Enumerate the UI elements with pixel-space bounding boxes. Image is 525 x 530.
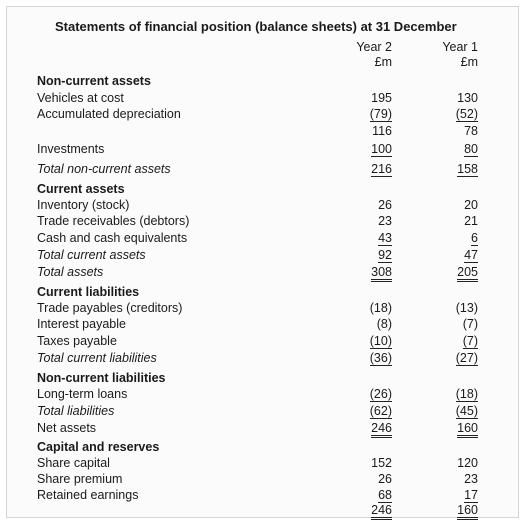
total-year2: 246: [348, 420, 392, 438]
value-year1: 130: [457, 91, 478, 105]
value-year1: 23: [464, 472, 478, 486]
table-row: Share premium 26 23: [37, 471, 518, 488]
subtotal-year1: 78: [464, 124, 478, 138]
row-label: Non-current assets: [37, 74, 151, 88]
row-label: Cash and cash equivalents: [37, 231, 188, 245]
value-year1: 17: [464, 488, 478, 503]
total-year1: (45): [455, 404, 478, 419]
table-row: Accumulated depreciation (79) (52): [37, 106, 518, 123]
row-label: Vehicles at cost: [37, 91, 124, 105]
row-label: Investments: [37, 142, 105, 156]
row-label: Share premium: [37, 472, 123, 486]
value-year1: 21: [464, 214, 478, 228]
total-year2: 246: [348, 502, 392, 520]
table-row: Total assets 308 205: [37, 264, 518, 282]
table-row: Net assets 246 160: [37, 420, 518, 438]
row-label: Taxes payable: [37, 334, 117, 348]
row-label: Trade receivables (debtors): [37, 214, 190, 228]
value-year2: 43: [378, 231, 392, 246]
row-label: Total current assets: [37, 248, 146, 262]
table-row: Share capital 152 120: [37, 455, 518, 472]
row-label: Share capital: [37, 456, 110, 470]
section-heading: Non-current liabilities: [37, 370, 518, 387]
value-year2: 26: [378, 198, 392, 212]
value-year1: 20: [464, 198, 478, 212]
column-unit-year2: £m: [374, 55, 392, 69]
row-label: Long-term loans: [37, 387, 128, 401]
table-row: Inventory (stock) 26 20: [37, 197, 518, 214]
section-heading: Capital and reserves: [37, 439, 518, 456]
total-year2: (62): [369, 404, 392, 419]
table-row: Investments 100 80: [37, 141, 518, 158]
row-label: Interest payable: [37, 317, 126, 331]
row-label: Accumulated depreciation: [37, 107, 181, 121]
total-year2: 308: [348, 264, 392, 282]
value-year1: (7): [462, 317, 478, 331]
table-row: Total liabilities (62) (45): [37, 403, 518, 420]
total-year1: (27): [455, 351, 478, 366]
row-label: Current assets: [37, 182, 125, 196]
section-heading: Non-current assets: [37, 73, 518, 90]
value-year1: (18): [455, 387, 478, 402]
value-year2: (18): [369, 301, 392, 315]
row-label: Trade payables (creditors): [37, 301, 183, 315]
statement-title: Statements of financial position (balanc…: [55, 19, 457, 34]
value-year2: 68: [378, 488, 392, 503]
total-year1: 47: [464, 248, 478, 263]
table-row: Interest payable (8) (7): [37, 316, 518, 333]
table-row: 116 78: [37, 123, 518, 140]
value-year2: 195: [371, 91, 392, 105]
total-year1: 160: [434, 502, 478, 520]
total-year1: 158: [457, 162, 478, 177]
table-row: Trade receivables (debtors) 23 21: [37, 213, 518, 230]
column-header-year1: Year 1: [442, 40, 478, 54]
value-year2: 23: [378, 214, 392, 228]
row-label: Total liabilities: [37, 404, 115, 418]
column-unit-year1: £m: [460, 55, 478, 69]
value-year2: (26): [369, 387, 392, 402]
value-year2: (10): [369, 334, 392, 349]
row-label: Total current liabilities: [37, 351, 157, 365]
value-year2: 152: [371, 456, 392, 470]
total-year2: 216: [371, 162, 392, 177]
balance-sheet-document: Statements of financial position (balanc…: [6, 6, 519, 520]
table-row: Long-term loans (26) (18): [37, 386, 518, 403]
value-year1: (52): [455, 107, 478, 122]
row-label: Inventory (stock): [37, 198, 130, 212]
section-heading: Current assets: [37, 181, 518, 198]
value-year1: (7): [462, 334, 478, 349]
value-year2: (8): [376, 317, 392, 331]
column-header-year2: Year 2: [356, 40, 392, 54]
value-year2: 26: [378, 472, 392, 486]
value-year1: 6: [471, 231, 478, 246]
value-year2: 100: [371, 142, 392, 157]
row-label: Net assets: [37, 421, 97, 435]
total-year2: (36): [369, 351, 392, 366]
value-year2: (79): [369, 107, 392, 122]
row-label: Total non-current assets: [37, 162, 171, 176]
value-year1: 120: [457, 456, 478, 470]
row-label: Non-current liabilities: [37, 371, 166, 385]
row-label: Retained earnings: [37, 488, 139, 502]
table-row: 246 160: [37, 502, 518, 520]
table-row: Total non-current assets 216 158: [37, 161, 518, 178]
value-year1: 80: [464, 142, 478, 157]
total-year2: 92: [378, 248, 392, 263]
table-row: Vehicles at cost 195 130: [37, 90, 518, 107]
section-heading: Current liabilities: [37, 284, 518, 301]
table-row: Taxes payable (10) (7): [37, 333, 518, 350]
table-row: Total current liabilities (36) (27): [37, 350, 518, 367]
value-year1: (13): [455, 301, 478, 315]
total-year1: 205: [434, 264, 478, 282]
table-row: Cash and cash equivalents 43 6: [37, 230, 518, 247]
row-label: Total assets: [37, 265, 104, 279]
table-row: Trade payables (creditors) (18) (13): [37, 300, 518, 317]
subtotal-year2: 116: [372, 124, 392, 138]
table-row: Retained earnings 68 17: [37, 487, 518, 504]
total-year1: 160: [434, 420, 478, 438]
row-label: Capital and reserves: [37, 440, 160, 454]
row-label: Current liabilities: [37, 285, 140, 299]
table-row: Total current assets 92 47: [37, 247, 518, 264]
